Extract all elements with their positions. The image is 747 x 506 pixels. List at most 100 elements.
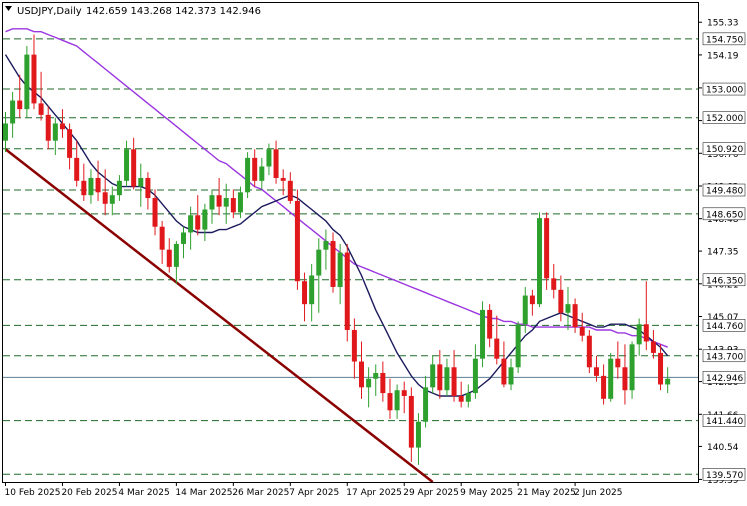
candle-body (3, 123, 8, 141)
candle-body (415, 421, 421, 448)
candle (579, 312, 585, 342)
candle (266, 143, 272, 176)
y-tick-label: 155.33 (707, 19, 739, 29)
ema-fast-line (4, 54, 669, 397)
candle (658, 344, 664, 391)
candle-body (551, 278, 557, 290)
level-price-label: 148.650 (706, 210, 743, 220)
candle (38, 71, 44, 121)
candle (159, 220, 165, 265)
current-price-label: 142.946 (706, 374, 743, 384)
candle-body (67, 129, 73, 158)
candle-body (515, 324, 521, 368)
candle-body (401, 390, 407, 396)
level-price-box (702, 142, 746, 155)
candle (216, 177, 222, 216)
candle (316, 238, 322, 313)
candle-body (102, 192, 108, 204)
candle (359, 341, 364, 399)
candle-body (458, 395, 464, 402)
candle (665, 367, 671, 394)
candle-body (202, 209, 208, 230)
candle (166, 238, 172, 273)
level-price-box (702, 183, 746, 197)
x-tick-label: 29 Apr 2025 (403, 488, 459, 498)
x-tick-label: 9 May 2025 (460, 488, 513, 498)
candle (423, 375, 429, 428)
candle-body (173, 243, 179, 267)
candle (451, 350, 457, 402)
candle-body (601, 375, 607, 399)
candle (408, 387, 414, 462)
level-price-box (702, 207, 746, 221)
candle-body (629, 344, 635, 391)
candle-body (52, 123, 58, 141)
candle (74, 140, 80, 187)
candle-body (302, 281, 308, 305)
candle (387, 378, 393, 419)
level-price-box (702, 32, 746, 46)
candle (31, 34, 37, 110)
candle (472, 344, 478, 399)
level-price-box (702, 319, 746, 332)
plot-frame (2, 2, 699, 483)
candle-body (266, 149, 272, 167)
candle-body (230, 198, 236, 213)
candle-body (344, 252, 350, 330)
candle-body (366, 378, 372, 388)
candle (17, 74, 23, 118)
collapse-triangle-icon[interactable] (5, 6, 12, 11)
candle (515, 321, 521, 374)
candle-body (109, 195, 115, 204)
candle (622, 344, 628, 405)
candle (501, 341, 507, 388)
candle-body (209, 195, 215, 210)
candle-body (636, 324, 642, 345)
candle-body (38, 103, 44, 115)
y-tick-label: 154.19 (707, 51, 739, 61)
candle (323, 229, 329, 270)
candle-body (480, 309, 486, 359)
candle (629, 341, 635, 399)
candle (109, 186, 115, 216)
candle (302, 272, 308, 322)
level-price-label: 153.000 (706, 86, 743, 96)
candle (273, 140, 279, 184)
candle (337, 243, 343, 305)
candle (615, 341, 621, 379)
x-tick-label: 10 Feb 2025 (5, 488, 61, 498)
candle (344, 243, 350, 342)
level-price-box (702, 414, 746, 427)
candle (152, 189, 158, 236)
candle (330, 232, 336, 293)
candle (351, 318, 357, 379)
candle (237, 186, 243, 219)
candle (173, 241, 179, 285)
candle-body (501, 358, 507, 385)
y-tick-label: 145.07 (707, 313, 739, 323)
candle-body (373, 373, 379, 379)
candle (145, 172, 151, 210)
level-price-label: 141.440 (706, 417, 743, 427)
candle (138, 163, 144, 207)
trendline (4, 148, 434, 483)
candle (551, 264, 557, 299)
candle (480, 301, 486, 368)
candle (181, 226, 186, 259)
candle-body (615, 358, 621, 368)
candle (544, 212, 550, 290)
candle-body (159, 226, 165, 250)
candle (81, 163, 87, 201)
level-price-label: 150.920 (706, 145, 743, 155)
candle (537, 212, 542, 308)
candle-body (188, 215, 194, 233)
candle (230, 189, 236, 219)
candle (88, 169, 94, 204)
candle-body (558, 289, 564, 313)
candle (309, 264, 315, 322)
time-axis: 10 Feb 2025 20 Feb 2025 4 Mar 2025 14 Mar 2… (5, 482, 623, 498)
candle (209, 189, 215, 224)
candle-body (658, 352, 664, 385)
